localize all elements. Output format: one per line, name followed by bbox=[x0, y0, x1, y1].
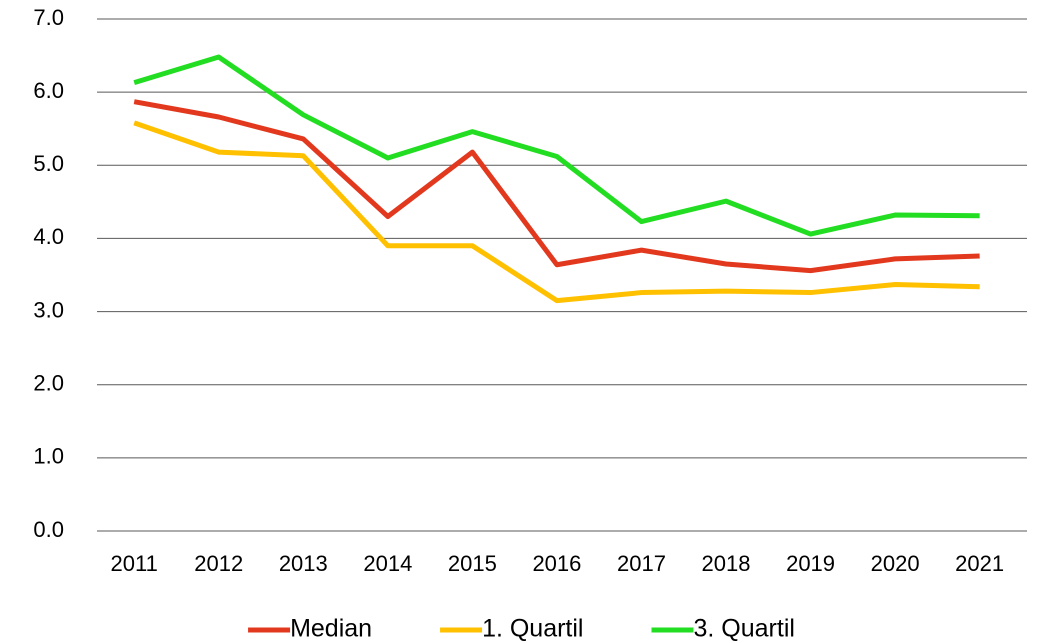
x-tick-label: 2014 bbox=[363, 551, 412, 576]
series-line bbox=[133, 99, 980, 274]
x-tick-label: 2020 bbox=[871, 551, 920, 576]
y-tick-label: 4.0 bbox=[33, 224, 64, 249]
legend-label: 1. Quartil bbox=[482, 615, 583, 643]
y-tick-label: 6.0 bbox=[33, 78, 64, 103]
y-tick-label: 7.0 bbox=[33, 5, 64, 30]
x-tick-label: 2021 bbox=[955, 551, 1004, 576]
x-tick-label: 2015 bbox=[448, 551, 497, 576]
y-tick-label: 5.0 bbox=[33, 151, 64, 176]
legend-label: Median bbox=[290, 615, 372, 643]
legend-label: 3. Quartil bbox=[694, 615, 795, 643]
x-tick-label: 2019 bbox=[786, 551, 835, 576]
series-line bbox=[133, 120, 980, 304]
series-line bbox=[133, 54, 980, 237]
x-tick-label: 2013 bbox=[279, 551, 328, 576]
x-tick-label: 2016 bbox=[532, 551, 581, 576]
x-tick-label: 2011 bbox=[111, 551, 158, 576]
x-tick-label: 2017 bbox=[617, 551, 666, 576]
y-tick-label: 3.0 bbox=[33, 297, 64, 322]
x-tick-label: 2018 bbox=[702, 551, 751, 576]
y-tick-label: 0.0 bbox=[33, 517, 64, 542]
x-tick-label: 2012 bbox=[194, 551, 243, 576]
y-tick-label: 1.0 bbox=[33, 444, 64, 469]
y-tick-label: 2.0 bbox=[33, 371, 64, 396]
